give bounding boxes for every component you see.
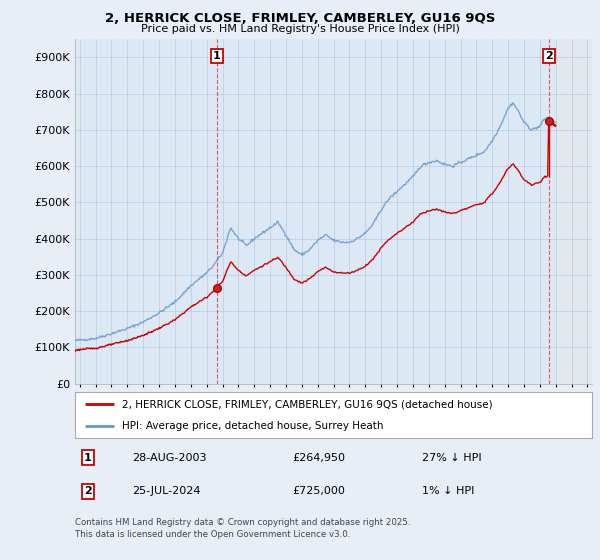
Text: 2: 2 (545, 52, 553, 61)
Text: Contains HM Land Registry data © Crown copyright and database right 2025.
This d: Contains HM Land Registry data © Crown c… (75, 518, 410, 539)
Bar (556, 39, 592, 384)
Text: £725,000: £725,000 (292, 487, 345, 496)
Text: 1: 1 (213, 52, 221, 61)
Text: 28-AUG-2003: 28-AUG-2003 (132, 453, 206, 463)
Text: 2: 2 (84, 487, 92, 496)
Text: £264,950: £264,950 (292, 453, 345, 463)
Text: 1% ↓ HPI: 1% ↓ HPI (422, 487, 474, 496)
Text: HPI: Average price, detached house, Surrey Heath: HPI: Average price, detached house, Surr… (122, 421, 383, 431)
Text: 25-JUL-2024: 25-JUL-2024 (132, 487, 200, 496)
Text: 2, HERRICK CLOSE, FRIMLEY, CAMBERLEY, GU16 9QS: 2, HERRICK CLOSE, FRIMLEY, CAMBERLEY, GU… (105, 12, 495, 25)
Bar (556, 39, 592, 384)
Text: 27% ↓ HPI: 27% ↓ HPI (422, 453, 481, 463)
Text: 2, HERRICK CLOSE, FRIMLEY, CAMBERLEY, GU16 9QS (detached house): 2, HERRICK CLOSE, FRIMLEY, CAMBERLEY, GU… (122, 399, 492, 409)
Text: 1: 1 (84, 453, 92, 463)
Text: Price paid vs. HM Land Registry's House Price Index (HPI): Price paid vs. HM Land Registry's House … (140, 24, 460, 34)
